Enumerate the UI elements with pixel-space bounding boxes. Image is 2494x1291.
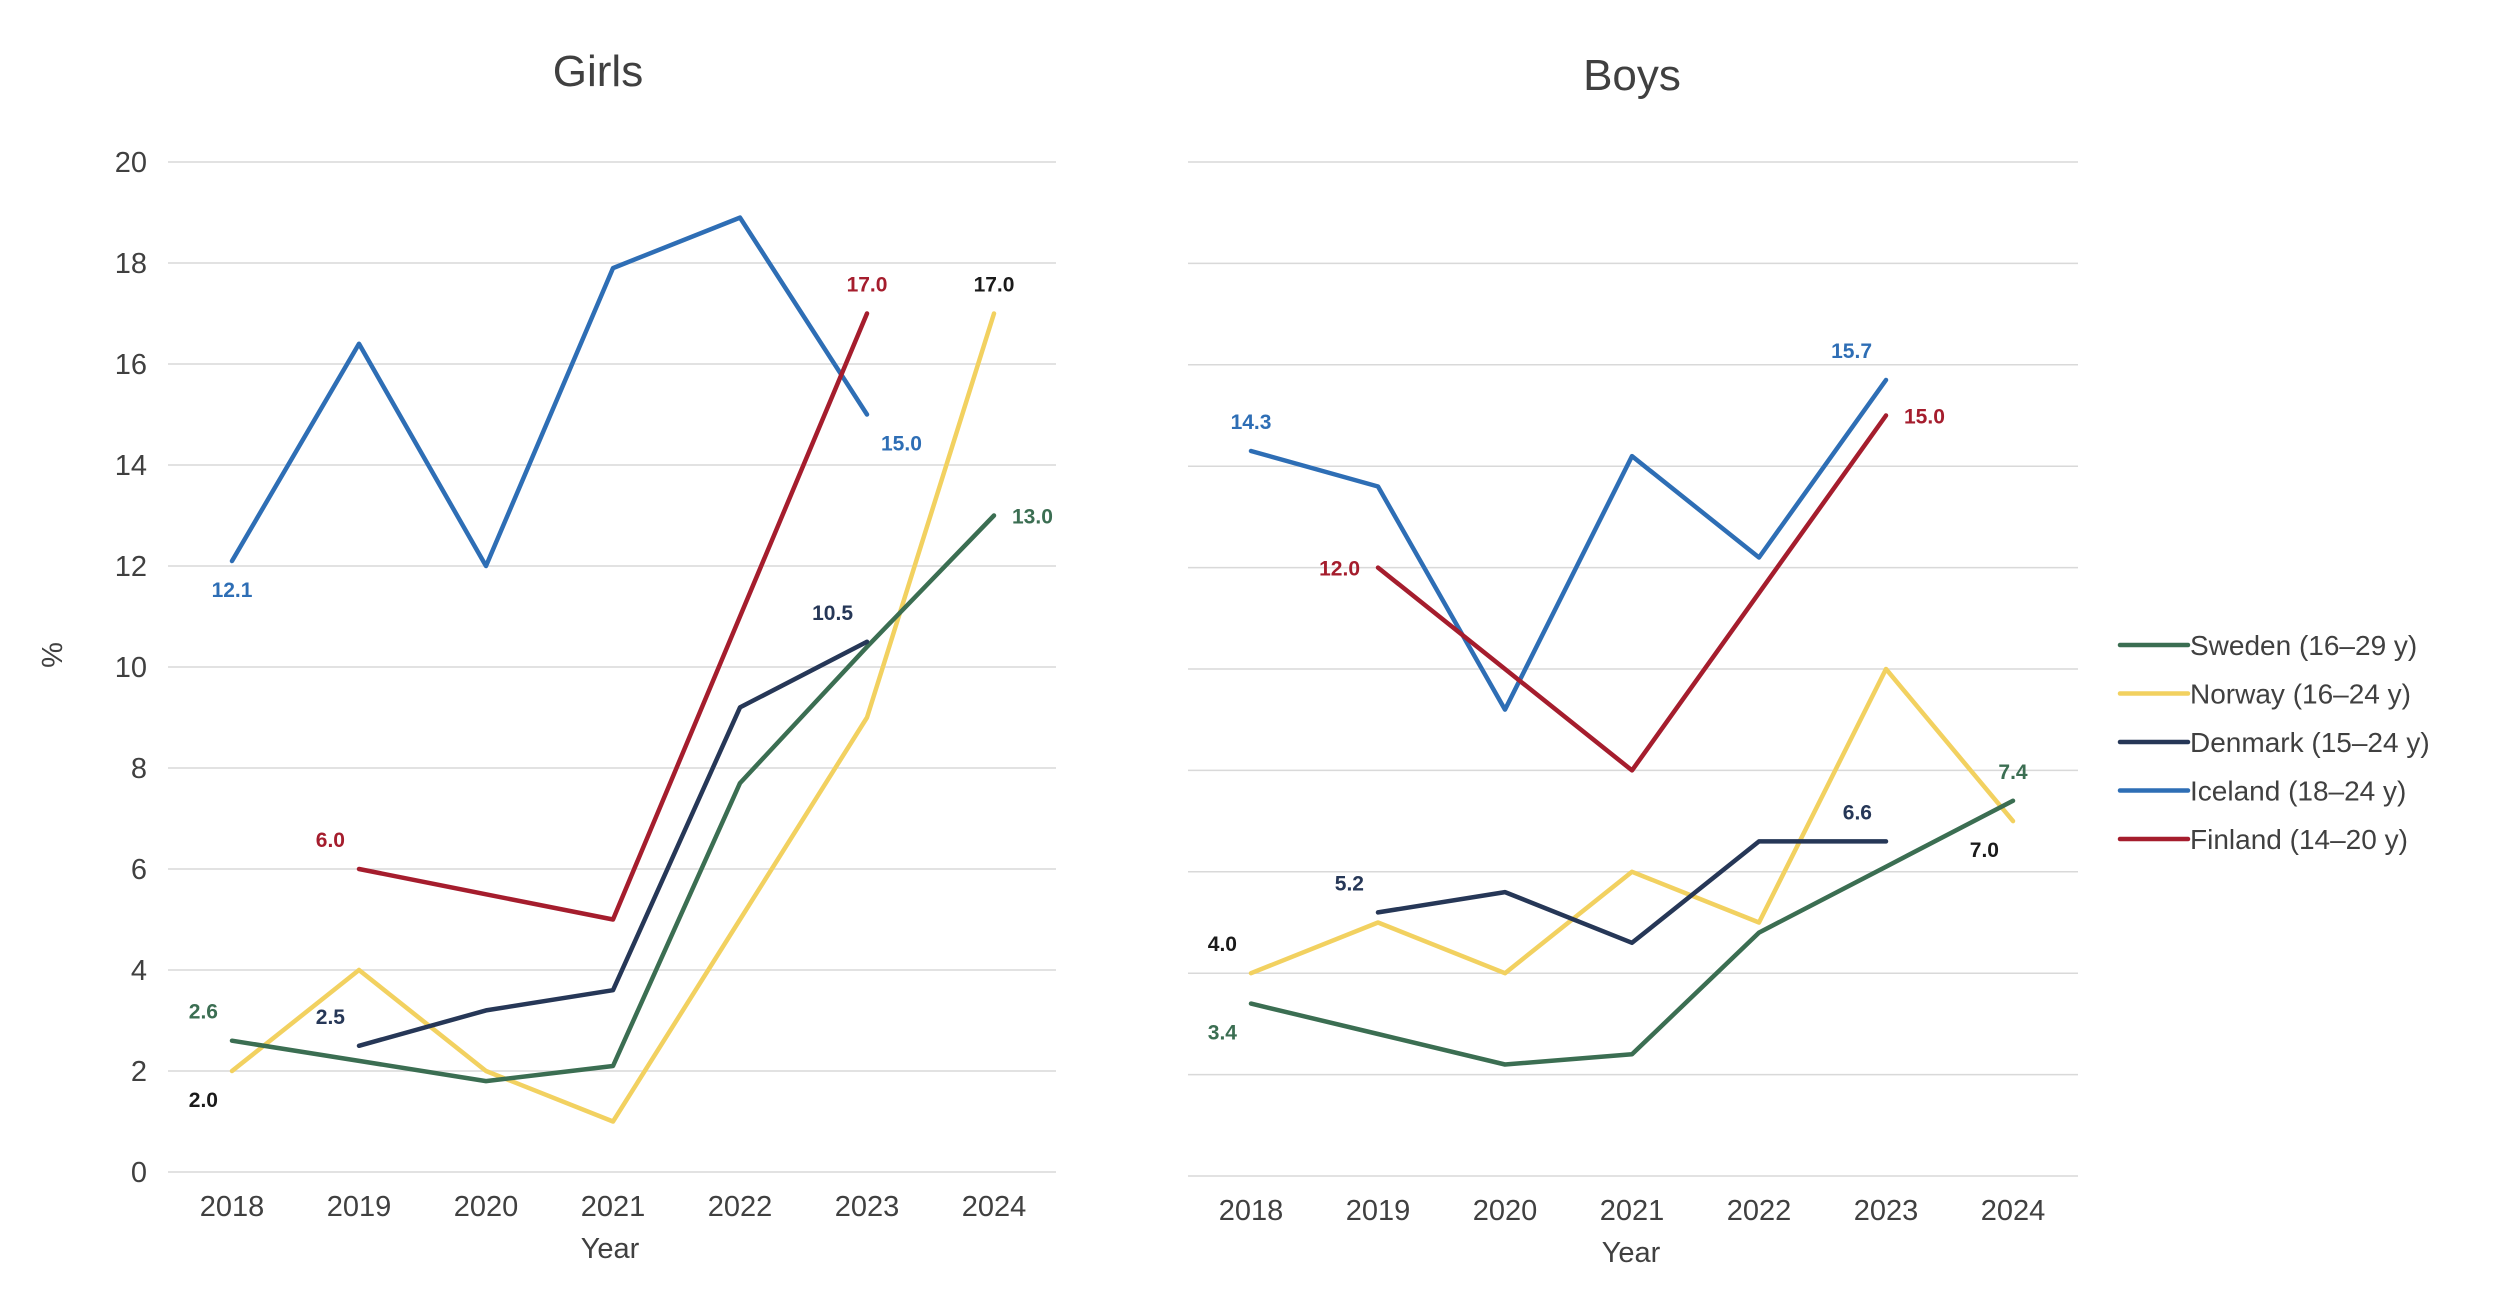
chart-panel-girls: 0 2 4 6 8 10 12 14 16 18 20% 2018 2019 2020 2021 2022 20… — [37, 47, 1056, 1265]
legend-label-denmark-15-24-y: Denmark (15–24 y) — [2190, 727, 2430, 758]
data-label-finland-14-20-y: 6.0 — [316, 829, 345, 852]
legend: Sweden (16–29 y) Norway (16–24 y) Denmark … — [2117, 630, 2430, 855]
x-tick-label: 2020 — [454, 1191, 519, 1223]
legend-label-iceland-18-24-y: Iceland (18–24 y) — [2190, 776, 2406, 807]
data-label-finland-14-20-y: 12.0 — [1319, 558, 1360, 581]
y-axis-title: % — [37, 642, 69, 668]
x-tick-label: 2019 — [1346, 1195, 1411, 1227]
x-tick-label: 2021 — [1600, 1195, 1665, 1227]
legend-label-sweden-16-29-y: Sweden (16–29 y) — [2190, 630, 2417, 661]
y-tick-label: 4 — [131, 955, 147, 987]
y-tick-label: 20 — [115, 147, 147, 179]
x-tick-label: 2019 — [327, 1191, 392, 1223]
data-label-iceland-18-24-y: 15.7 — [1831, 340, 1872, 363]
data-label-iceland-18-24-y: 14.3 — [1231, 411, 1272, 434]
x-tick-label: 2018 — [1219, 1195, 1284, 1227]
y-tick-label: 16 — [115, 349, 147, 381]
legend-label-norway-16-24-y: Norway (16–24 y) — [2190, 679, 2411, 710]
data-label-sweden-16-29-y: 3.4 — [1208, 1022, 1238, 1045]
legend-label-finland-14-20-y: Finland (14–20 y) — [2190, 824, 2408, 855]
series-line-norway-16-24-y — [1248, 666, 2016, 976]
y-tick-label: 14 — [115, 450, 147, 482]
x-axis-title: Year — [1602, 1237, 1661, 1269]
y-tick-label: 12 — [115, 551, 147, 583]
data-label-finland-14-20-y: 17.0 — [847, 274, 888, 297]
data-label-finland-14-20-y: 15.0 — [1904, 406, 1945, 429]
data-label-denmark-15-24-y: 6.6 — [1843, 801, 1872, 824]
y-tick-label: 2 — [131, 1056, 147, 1088]
series-line-finland-14-20-y — [1375, 413, 1889, 773]
series-line-sweden-16-29-y — [1248, 798, 2016, 1067]
y-tick-label: 8 — [131, 753, 147, 785]
series-line-denmark-15-24-y — [356, 639, 870, 1049]
y-tick-label: 0 — [131, 1157, 147, 1189]
x-axis-title: Year — [581, 1233, 640, 1265]
series-line-denmark-15-24-y — [1375, 839, 1889, 946]
x-tick-label: 2018 — [200, 1191, 265, 1223]
data-label-norway-16-24-y: 2.0 — [189, 1089, 218, 1112]
chart-title: Girls — [553, 47, 643, 96]
data-label-norway-16-24-y: 17.0 — [974, 274, 1015, 297]
y-tick-label: 6 — [131, 854, 147, 886]
data-label-norway-16-24-y: 7.0 — [1970, 839, 1999, 862]
series-line-finland-14-20-y — [356, 311, 870, 922]
data-label-sweden-16-29-y: 7.4 — [1998, 761, 2028, 784]
series-line-norway-16-24-y — [229, 311, 997, 1124]
chart-title: Boys — [1583, 51, 1681, 100]
x-tick-label: 2024 — [1981, 1195, 2046, 1227]
y-tick-label: 18 — [115, 248, 147, 280]
x-tick-label: 2023 — [835, 1191, 900, 1223]
data-label-sweden-16-29-y: 13.0 — [1012, 506, 1053, 529]
series-line-iceland-18-24-y — [1248, 377, 1889, 712]
data-label-norway-16-24-y: 4.0 — [1208, 933, 1237, 956]
x-tick-label: 2022 — [708, 1191, 773, 1223]
x-tick-label: 2021 — [581, 1191, 646, 1223]
data-label-iceland-18-24-y: 15.0 — [881, 433, 922, 456]
data-label-denmark-15-24-y: 5.2 — [1335, 872, 1364, 895]
data-label-denmark-15-24-y: 2.5 — [316, 1006, 346, 1029]
data-label-sweden-16-29-y: 2.6 — [189, 1001, 218, 1024]
series-line-iceland-18-24-y — [229, 215, 870, 569]
chart-panel-boys: 2018 2019 2020 2021 2022 2023 2024 Year Boys 14.3… — [1188, 51, 2078, 1269]
x-tick-label: 2023 — [1854, 1195, 1919, 1227]
x-tick-label: 2022 — [1727, 1195, 1792, 1227]
x-tick-label: 2020 — [1473, 1195, 1538, 1227]
x-tick-label: 2024 — [962, 1191, 1027, 1223]
series-line-sweden-16-29-y — [229, 513, 997, 1084]
y-tick-label: 10 — [115, 652, 147, 684]
data-label-denmark-15-24-y: 10.5 — [812, 602, 853, 625]
data-label-iceland-18-24-y: 12.1 — [212, 579, 253, 602]
